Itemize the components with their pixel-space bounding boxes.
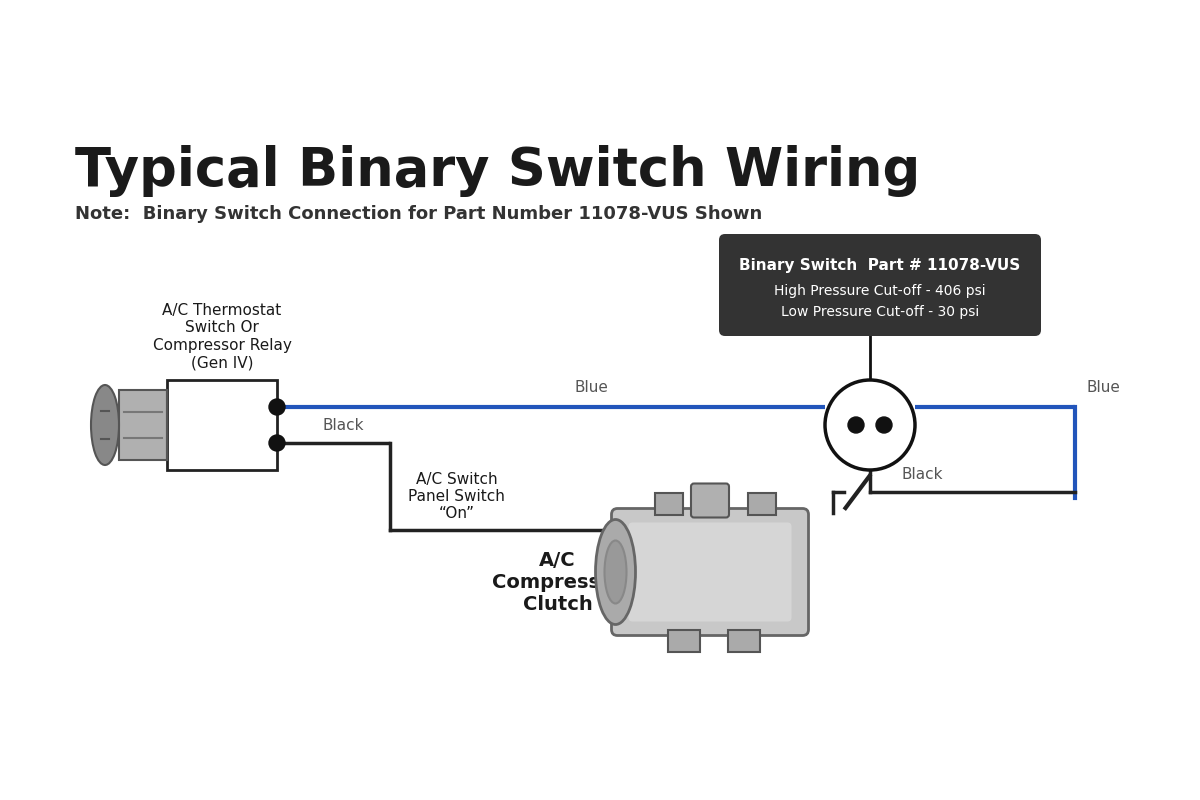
- Bar: [119, 390, 167, 460]
- FancyBboxPatch shape: [719, 234, 1042, 336]
- Ellipse shape: [91, 385, 119, 465]
- Text: Typical Binary Switch Wiring: Typical Binary Switch Wiring: [74, 145, 920, 197]
- Text: Binary Switch  Part # 11078-VUS: Binary Switch Part # 11078-VUS: [739, 258, 1021, 273]
- Text: Blue: Blue: [574, 380, 608, 395]
- Text: A/C Switch
Panel Switch
“On”: A/C Switch Panel Switch “On”: [408, 472, 505, 522]
- Text: A/C
Compressor
Clutch: A/C Compressor Clutch: [492, 550, 623, 614]
- Ellipse shape: [595, 519, 636, 625]
- FancyBboxPatch shape: [629, 522, 792, 622]
- Circle shape: [876, 417, 892, 433]
- Bar: [748, 493, 776, 514]
- Text: Low Pressure Cut-off - 30 psi: Low Pressure Cut-off - 30 psi: [781, 305, 979, 319]
- Ellipse shape: [605, 541, 626, 603]
- FancyBboxPatch shape: [691, 483, 730, 518]
- FancyBboxPatch shape: [612, 509, 809, 635]
- Text: High Pressure Cut-off - 406 psi: High Pressure Cut-off - 406 psi: [774, 284, 986, 298]
- Circle shape: [269, 435, 286, 451]
- Circle shape: [269, 399, 286, 415]
- Bar: [167, 380, 277, 470]
- Circle shape: [848, 417, 864, 433]
- Text: Blue: Blue: [1087, 380, 1121, 395]
- Bar: [655, 493, 683, 514]
- Text: A/C Thermostat
Switch Or
Compressor Relay
(Gen IV): A/C Thermostat Switch Or Compressor Rela…: [152, 302, 292, 370]
- Text: Note:  Binary Switch Connection for Part Number 11078-VUS Shown: Note: Binary Switch Connection for Part …: [74, 205, 762, 223]
- Circle shape: [826, 380, 916, 470]
- Text: Black: Black: [323, 418, 365, 433]
- Bar: [668, 630, 700, 651]
- Text: Black: Black: [901, 467, 943, 482]
- Bar: [700, 493, 728, 514]
- Bar: [728, 630, 760, 651]
